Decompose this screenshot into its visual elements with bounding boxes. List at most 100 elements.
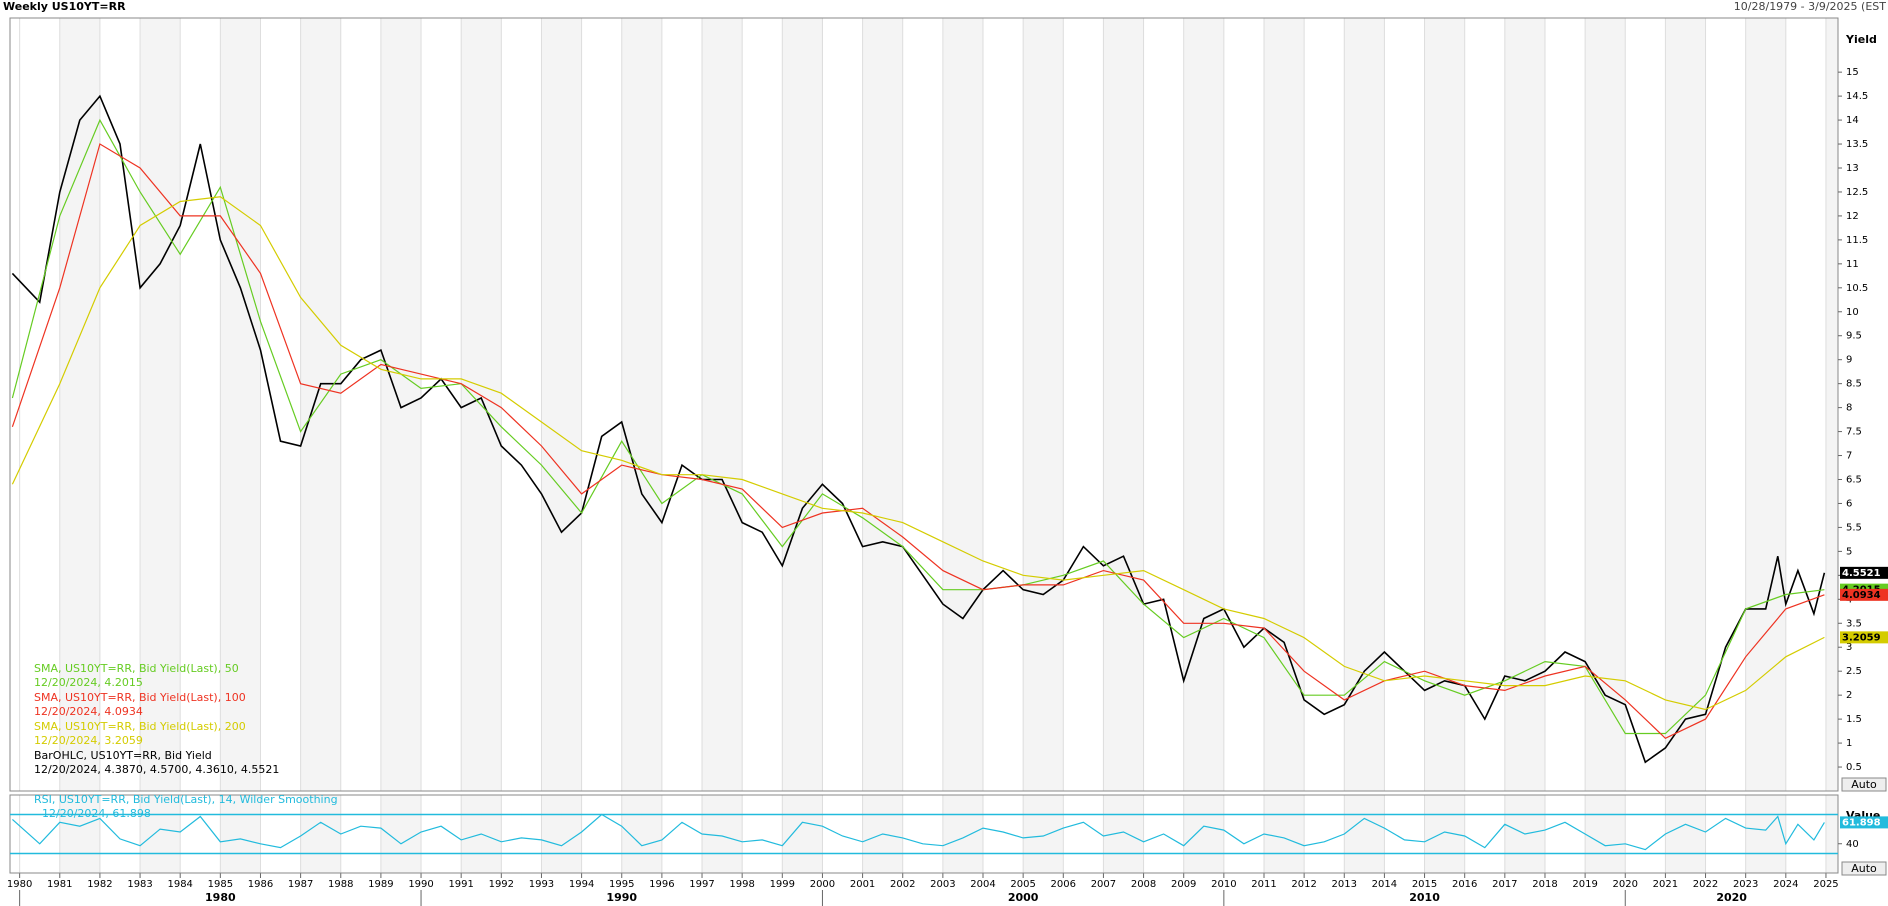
x-tick-label: 1998	[729, 879, 754, 890]
x-tick-label: 2015	[1412, 879, 1437, 890]
x-tick-label: 1981	[47, 879, 72, 890]
x-tick-label: 1992	[489, 879, 514, 890]
year-band	[1183, 795, 1224, 873]
series-line	[11, 118, 1825, 735]
x-tick-label: 1988	[328, 879, 353, 890]
y-tick-label: 13	[1846, 163, 1859, 174]
year-band	[1183, 18, 1224, 791]
x-tick-label: 2023	[1733, 879, 1758, 890]
auto-button-label[interactable]: Auto	[1851, 778, 1877, 791]
year-band	[1263, 18, 1305, 791]
year-band	[702, 18, 743, 791]
y-tick-label: 3.5	[1846, 618, 1862, 629]
year-band	[1665, 795, 1706, 873]
year-band	[1424, 795, 1465, 873]
y-tick-label: 5.5	[1846, 522, 1862, 533]
last-value-badge	[1840, 631, 1888, 644]
date-range: 10/28/1979 - 3/9/2025 (EST	[1734, 0, 1886, 13]
year-band	[1023, 18, 1064, 791]
x-tick-label: 1982	[87, 879, 112, 890]
y-tick-label: 9	[1846, 355, 1852, 366]
chart-title: Weekly US10YT=RR	[3, 0, 126, 13]
year-band	[380, 795, 422, 873]
x-tick-label: 2009	[1171, 879, 1196, 890]
y-tick-label: 8.5	[1846, 379, 1862, 390]
x-tick-label: 1991	[448, 879, 473, 890]
decade-label: 2000	[1008, 891, 1039, 904]
x-tick-label: 1999	[770, 879, 795, 890]
year-band	[782, 795, 823, 873]
x-tick-label: 2000	[810, 879, 835, 890]
y-tick-label: 11.5	[1846, 235, 1868, 246]
x-tick-label: 1983	[127, 879, 152, 890]
year-band	[942, 795, 984, 873]
y-tick-label: 7	[1846, 451, 1852, 462]
y-tick-label: 14	[1846, 115, 1859, 126]
y-tick-label: 8	[1846, 403, 1852, 414]
year-band	[1344, 18, 1385, 791]
year-band	[1424, 18, 1465, 791]
last-value-badge	[1840, 816, 1888, 829]
year-band	[621, 18, 662, 791]
year-band	[942, 18, 984, 791]
y-tick-label: 2	[1846, 690, 1852, 701]
y-tick-label: 12	[1846, 211, 1859, 222]
y-tick-label: 3	[1846, 642, 1852, 653]
year-band	[541, 18, 582, 791]
x-tick-label: 1995	[609, 879, 634, 890]
y-tick-label: 5	[1846, 546, 1852, 557]
legend-value: 12/20/2024, 61.898	[42, 807, 151, 820]
year-band	[1745, 795, 1786, 873]
y-tick-label: 0.5	[1846, 762, 1862, 773]
year-band	[140, 795, 181, 873]
y-tick-label: 9.5	[1846, 331, 1862, 342]
x-tick-label: 2016	[1452, 879, 1477, 890]
series-line	[11, 143, 1825, 740]
legend-value: 12/20/2024, 4.3870, 4.5700, 4.3610, 4.55…	[34, 763, 279, 776]
auto-button[interactable]	[1841, 861, 1887, 876]
series-line	[12, 813, 1825, 851]
y-tick-label: 10	[1846, 307, 1859, 318]
y-tick-label: 12.5	[1846, 187, 1868, 198]
auto-button-label[interactable]: Auto	[1851, 862, 1877, 875]
y-tick-label: 1	[1846, 738, 1852, 749]
year-band	[220, 18, 261, 791]
year-band	[1825, 795, 1838, 873]
year-band	[1023, 795, 1064, 873]
year-band	[300, 795, 341, 873]
year-band	[59, 18, 100, 791]
year-band	[1103, 795, 1144, 873]
y-tick-label: 13.5	[1846, 139, 1868, 150]
series-line	[11, 196, 1825, 711]
y-tick-label: 2.5	[1846, 666, 1862, 677]
decade-label: 2020	[1716, 891, 1747, 904]
x-tick-label: 2012	[1291, 879, 1316, 890]
x-tick-label: 1984	[167, 879, 192, 890]
x-tick-label: 1994	[569, 879, 594, 890]
y-tick-label: 6	[1846, 498, 1852, 509]
year-band	[862, 18, 903, 791]
x-tick-label: 1997	[689, 879, 714, 890]
x-tick-label: 2004	[970, 879, 995, 890]
y-tick-label: 40	[1846, 839, 1859, 850]
x-tick-label: 2019	[1572, 879, 1597, 890]
y-tick-label: 14.5	[1846, 91, 1868, 102]
x-tick-label: 1996	[649, 879, 674, 890]
auto-button[interactable]	[1841, 777, 1887, 792]
x-tick-label: 1989	[368, 879, 393, 890]
x-tick-label: 2006	[1051, 879, 1076, 890]
y-tick-label: 7.5	[1846, 427, 1862, 438]
year-band	[1825, 18, 1838, 791]
x-tick-label: 2007	[1091, 879, 1116, 890]
x-tick-label: 2003	[930, 879, 955, 890]
legend-value: 12/20/2024, 3.2059	[34, 734, 143, 747]
legend-value: 12/20/2024, 4.2015	[34, 676, 143, 689]
x-tick-label: 1990	[408, 879, 433, 890]
last-value-label: 61.898	[1842, 817, 1881, 828]
year-band	[782, 18, 823, 791]
year-band	[1504, 18, 1545, 791]
year-band	[140, 18, 181, 791]
year-band	[1263, 795, 1305, 873]
year-band	[1585, 18, 1626, 791]
plot-frame	[9, 17, 1839, 792]
